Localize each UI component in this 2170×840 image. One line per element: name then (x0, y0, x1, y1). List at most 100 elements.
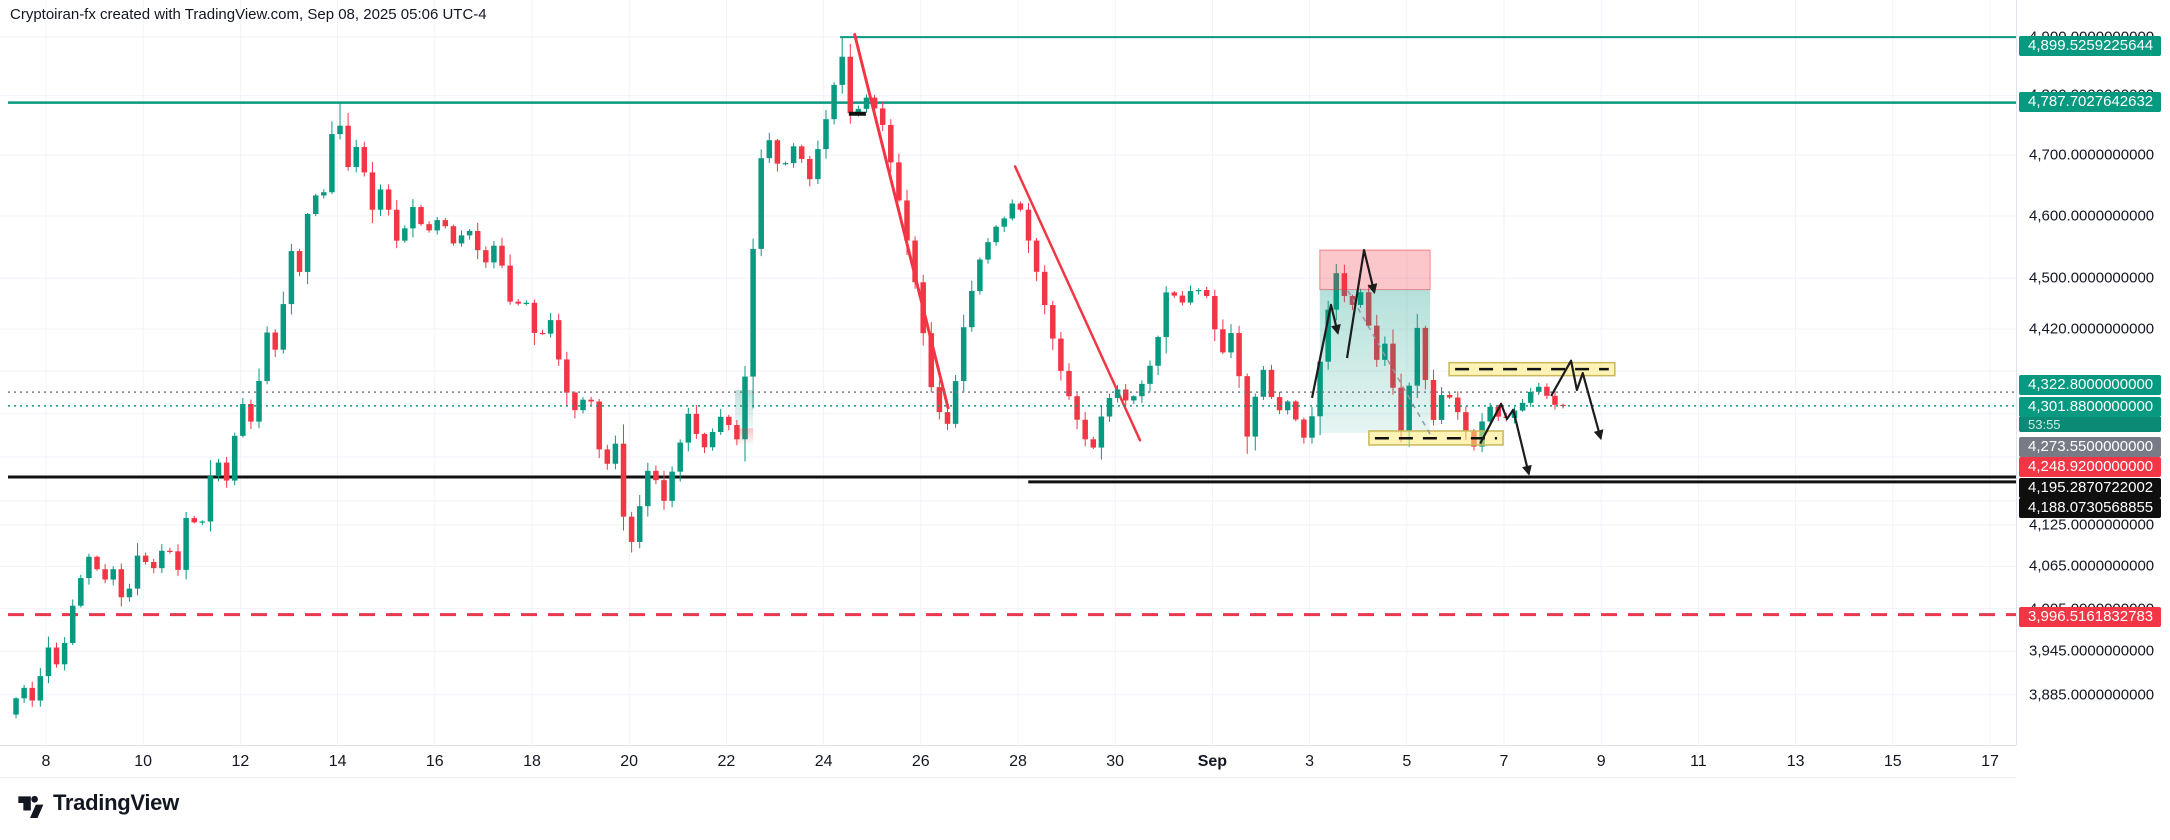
candle-body (645, 470, 651, 507)
price-axis[interactable]: 4,900.00000000004,800.00000000004,700.00… (2016, 0, 2170, 745)
time-tick-12: 12 (231, 753, 250, 770)
candle-body (207, 476, 214, 522)
badge-4248: 4,248.9200000000 (2019, 457, 2161, 477)
candle-body (86, 556, 92, 579)
candle-body (491, 245, 497, 263)
candle-body (1017, 203, 1024, 210)
time-tick-7: 7 (1499, 753, 1509, 770)
candle-body (782, 163, 789, 165)
time-tick-18: 18 (523, 753, 541, 770)
zigzag-arrow-1[interactable] (1310, 303, 1341, 399)
candle-body (45, 647, 52, 677)
mini-zone-pink[interactable] (735, 428, 754, 444)
candle-body (1487, 406, 1493, 422)
zigzag-arrow-2[interactable] (1345, 248, 1378, 359)
candle-body (936, 387, 943, 413)
candle-body (434, 220, 440, 231)
candle-body (345, 125, 351, 168)
demand-zone[interactable] (1319, 289, 1431, 433)
candle-body (1293, 401, 1299, 420)
candle-body (709, 431, 716, 448)
candle-body (1268, 369, 1275, 398)
candle-body (272, 332, 278, 350)
price-tick: 4,125.0000000000 (2029, 516, 2155, 534)
candle-body (1009, 203, 1016, 219)
zigzag-arrow-3[interactable] (1479, 402, 1532, 476)
candle-body (888, 124, 894, 163)
candle-body (863, 97, 870, 109)
candle-body (110, 569, 116, 580)
candle-body (1066, 370, 1072, 397)
badge-4273: 4,273.5500000000 (2019, 437, 2161, 457)
candle-body (231, 435, 238, 481)
candle-body (1074, 396, 1080, 420)
time-tick-13: 13 (1786, 753, 1805, 770)
candle-body (1309, 416, 1315, 438)
time-tick-22: 22 (717, 753, 736, 770)
candle-body (766, 140, 773, 159)
candle-body (393, 209, 400, 241)
zones[interactable] (735, 249, 1616, 446)
candle-body (717, 416, 724, 432)
time-tick-5: 5 (1402, 753, 1412, 770)
candle-body (1244, 376, 1250, 437)
grid (0, 0, 2016, 745)
candle-body (53, 647, 60, 665)
drawn-arrows[interactable] (1310, 248, 1604, 476)
candle-body (118, 569, 125, 598)
candle-body (879, 108, 886, 125)
candle-body (758, 158, 764, 249)
candle-body (928, 333, 935, 388)
dotted-lines[interactable] (8, 391, 2016, 407)
candle-body (677, 442, 683, 472)
candle-body (61, 642, 68, 665)
candle-body (126, 588, 133, 598)
candle-body (1527, 391, 1534, 403)
candle-body (312, 195, 319, 214)
candle-body (993, 226, 999, 243)
candle-body (1041, 271, 1048, 306)
mini-zone-teal[interactable] (735, 390, 754, 429)
time-tick-24: 24 (814, 753, 833, 770)
candle-body (839, 56, 845, 85)
candle-body (385, 189, 392, 210)
resistance-4787-label: 4,787.7027642632 (2019, 92, 2161, 112)
candle-body (1187, 291, 1194, 303)
zone-diagonal[interactable] (1347, 290, 1431, 435)
price-tick: 4,420.0000000000 (2029, 320, 2155, 338)
candle-body (183, 518, 189, 570)
candle-body (483, 250, 489, 263)
candle-body (1025, 209, 1032, 241)
price-tick: 4,065.0000000000 (2029, 557, 2155, 575)
chart-canvas[interactable] (0, 0, 2016, 745)
time-axis[interactable]: 8 10 12 14 16 18 20 22 24 26 28 30 Sep 3 5 7 9 11 13 15 17 (0, 745, 2016, 778)
candle-body (450, 226, 457, 244)
candle-body (969, 291, 975, 328)
dotted-4322-label: 4,322.8000000000 (2019, 375, 2161, 395)
price-lines[interactable] (8, 36, 2016, 617)
candle-body (256, 380, 262, 422)
candle-body (531, 302, 538, 333)
candle-body (142, 555, 149, 562)
candle-body (807, 158, 813, 180)
candle-body (1090, 439, 1097, 448)
tradingview-logo[interactable]: TradingView (15, 786, 179, 820)
candle-body (369, 172, 376, 210)
zigzag-arrow-4[interactable] (1550, 359, 1604, 441)
time-tick-28: 28 (1009, 753, 1027, 770)
candle-body (1131, 396, 1137, 401)
candle-body (985, 242, 991, 260)
candle-body (1236, 333, 1242, 377)
candle-body (426, 224, 432, 231)
time-tick-8: 8 (41, 753, 51, 770)
supply-zone[interactable] (1319, 249, 1431, 291)
candle-body (361, 147, 368, 173)
candle-body (798, 146, 805, 159)
candle-body (1463, 412, 1469, 432)
candle-body (1114, 389, 1121, 398)
candle-body (102, 569, 108, 580)
candle-body (1552, 395, 1558, 405)
time-tick-14: 14 (328, 753, 347, 770)
support-3996-label: 3,996.5161832783 (2019, 607, 2161, 627)
candle-body (240, 404, 246, 436)
